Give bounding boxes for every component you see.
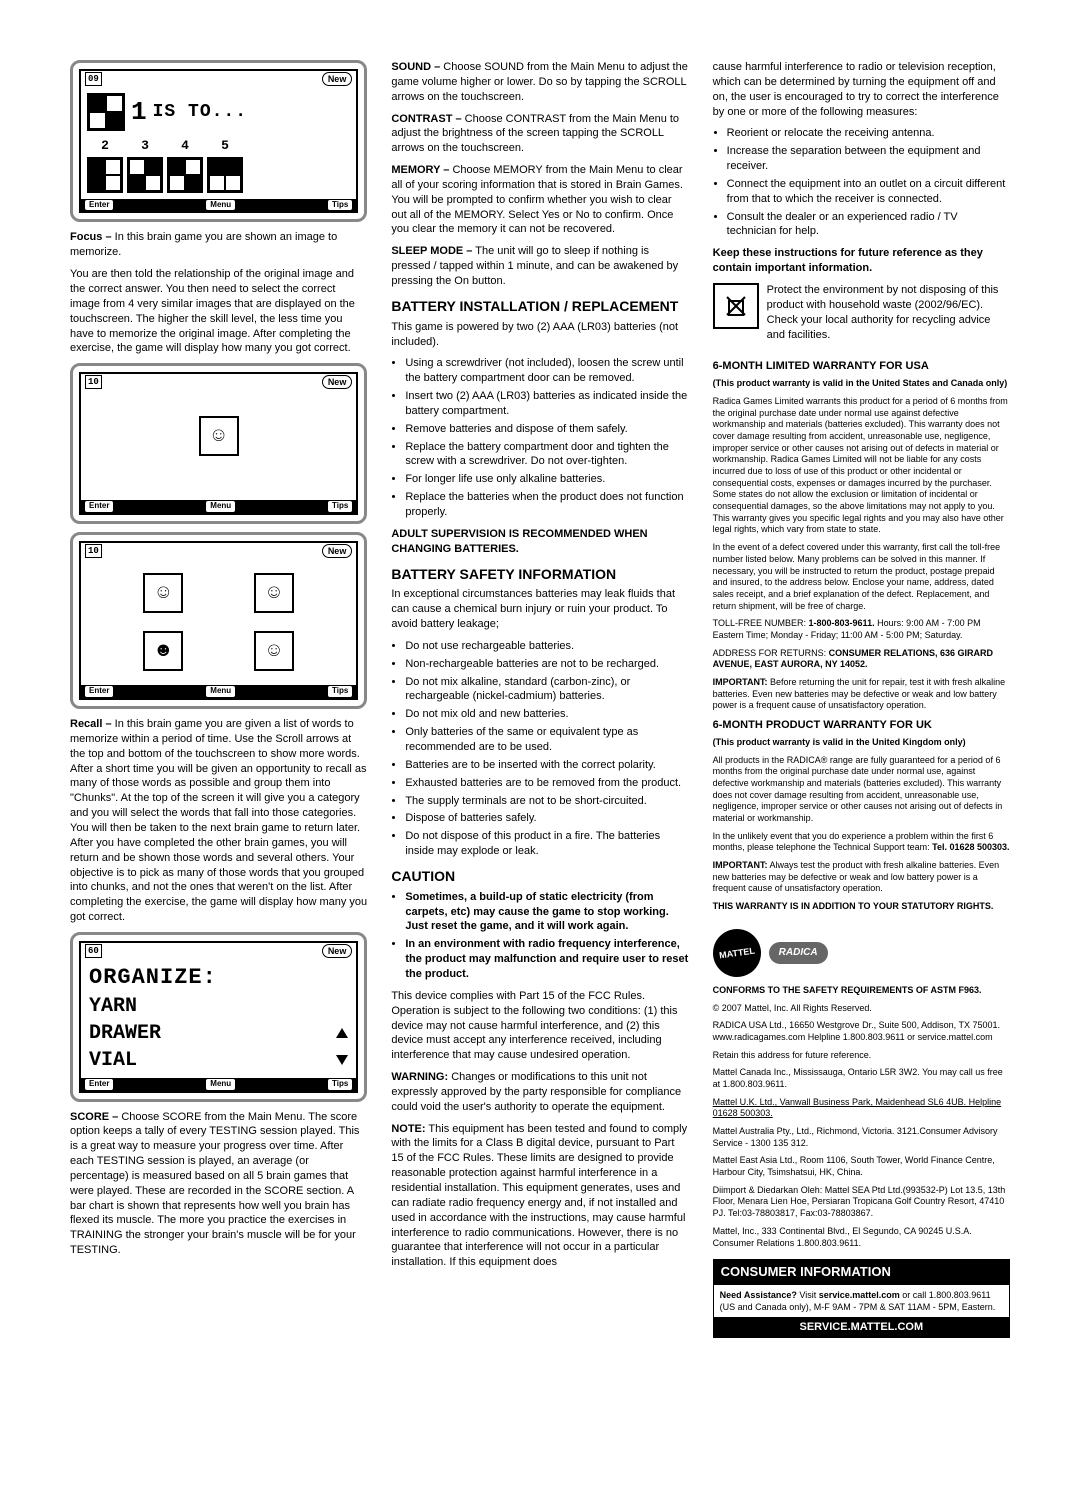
caution-list: Sometimes, a build-up of static electric… — [391, 890, 688, 982]
copyright: © 2007 Mattel, Inc. All Rights Reserved. — [713, 1003, 1010, 1015]
recycle-text: Protect the environment by not disposing… — [767, 283, 1010, 342]
organize-title: ORGANIZE: — [89, 963, 348, 993]
fcc-warning: WARNING: Changes or modifications to thi… — [391, 1070, 688, 1115]
focus-menu: Menu — [206, 200, 235, 211]
score-desc: SCORE – Choose SCORE from the Main Menu.… — [70, 1110, 367, 1258]
screen-organize: 60 New ORGANIZE: YARN DRAWER VIAL Enter … — [70, 932, 367, 1102]
focus-big-text: IS TO... — [153, 100, 247, 124]
fcc-note: NOTE: This equipment has been tested and… — [391, 1122, 688, 1270]
page-columns: 09 New 1 IS TO... 2 3 4 5 — [70, 60, 1010, 1338]
radica-logo-icon: RADICA — [769, 942, 828, 964]
addr4: Mattel Australia Pty., Ltd., Richmond, V… — [713, 1126, 1010, 1149]
warranty-important: IMPORTANT: Before returning the unit for… — [713, 677, 1010, 712]
screen-focus: 09 New 1 IS TO... 2 3 4 5 — [70, 60, 367, 222]
memory-p: MEMORY – Choose MEMORY from the Main Men… — [391, 163, 688, 237]
face-icon: ☺ — [199, 416, 239, 456]
triangle-up-icon — [336, 1028, 348, 1038]
column-1: 09 New 1 IS TO... 2 3 4 5 — [70, 60, 367, 1338]
face-icon: ☺ — [254, 573, 294, 613]
addr5: Mattel East Asia Ltd., Room 1106, South … — [713, 1155, 1010, 1178]
face-icon: ☺ — [254, 631, 294, 671]
consumer-url: SERVICE.MATTEL.COM — [713, 1317, 1010, 1338]
keep-instructions: Keep these instructions for future refer… — [713, 246, 1010, 276]
col3-cont-list: Reorient or relocate the receiving anten… — [713, 126, 1010, 239]
triangle-down-icon — [336, 1055, 348, 1065]
screen-recall-2: 10 New ☺ ☺ ☻ ☺ Enter Menu Tips — [70, 532, 367, 709]
fcc-p1: This device complies with Part 15 of the… — [391, 989, 688, 1063]
consumer-info-box: CONSUMER INFORMATION Need Assistance? Vi… — [713, 1259, 1010, 1338]
adult-supervision: ADULT SUPERVISION IS RECOMMENDED WHEN CH… — [391, 527, 688, 557]
battery-install-list: Using a screwdriver (not included), loos… — [391, 356, 688, 519]
addr6: Diimport & Diedarkan Oleh: Mattel SEA Pt… — [713, 1185, 1010, 1220]
retain: Retain this address for future reference… — [713, 1050, 1010, 1062]
addr1: RADICA USA Ltd., 16650 Westgrove Dr., Su… — [713, 1020, 1010, 1043]
contrast-p: CONTRAST – Choose CONTRAST from the Main… — [391, 112, 688, 157]
warranty-uk-heading: 6-Month Product Warranty For UK — [713, 718, 1010, 733]
warranty-uk-p1: All products in the RADICA® range are fu… — [713, 755, 1010, 825]
recycle-icon — [713, 283, 759, 329]
recycle-row: Protect the environment by not disposing… — [713, 283, 1010, 349]
column-2: SOUND – Choose SOUND from the Main Menu … — [391, 60, 688, 1338]
battery-safety-heading: Battery Safety Information — [391, 565, 688, 584]
warranty-usa-heading: 6-Month Limited Warranty For USA — [713, 359, 1010, 374]
battery-install-intro: This game is powered by two (2) AAA (LR0… — [391, 320, 688, 350]
warranty-usa-p2: In the event of a defect covered under t… — [713, 542, 1010, 612]
caution-heading: Caution — [391, 867, 688, 886]
focus-main-tile — [87, 93, 125, 131]
sleep-p: SLEEP MODE – The unit will go to sleep i… — [391, 244, 688, 289]
battery-install-heading: Battery Installation / Replacement — [391, 297, 688, 316]
consumer-title: CONSUMER INFORMATION — [713, 1259, 1010, 1285]
mattel-logo-icon: MATTEL — [710, 926, 764, 980]
focus-desc-1: Focus – In this brain game you are shown… — [70, 230, 367, 260]
astm: CONFORMS TO THE SAFETY REQUIREMENTS OF A… — [713, 985, 1010, 997]
warranty-address: ADDRESS FOR RETURNS: CONSUMER RELATIONS,… — [713, 648, 1010, 671]
focus-desc-2: You are then told the relationship of th… — [70, 267, 367, 356]
focus-big-num: 1 — [131, 95, 147, 130]
recall-desc: Recall – In this brain game you are give… — [70, 717, 367, 925]
col3-cont: cause harmful interference to radio or t… — [713, 60, 1010, 119]
battery-safety-list: Do not use rechargeable batteries. Non-r… — [391, 639, 688, 859]
warranty-uk-p2: In the unlikely event that you do experi… — [713, 831, 1010, 854]
warranty-uk-sub: (This product warranty is valid in the U… — [713, 737, 1010, 749]
warranty-uk-stat: THIS WARRANTY IS IN ADDITION TO YOUR STA… — [713, 901, 1010, 913]
addr3: Mattel U.K. Ltd., Vanwall Business Park,… — [713, 1097, 1010, 1120]
addr2: Mattel Canada Inc., Mississauga, Ontario… — [713, 1067, 1010, 1090]
focus-tips: Tips — [328, 200, 352, 211]
sound-p: SOUND – Choose SOUND from the Main Menu … — [391, 60, 688, 105]
battery-safety-intro: In exceptional circumstances batteries m… — [391, 587, 688, 632]
focus-new: New — [322, 72, 353, 86]
warranty-uk-p3: IMPORTANT: Always test the product with … — [713, 860, 1010, 895]
warranty-usa-p1: Radica Games Limited warrants this produ… — [713, 396, 1010, 536]
addr7: Mattel, Inc., 333 Continental Blvd., El … — [713, 1226, 1010, 1249]
consumer-body: Need Assistance? Visit service.mattel.co… — [713, 1285, 1010, 1317]
face-icon: ☻ — [143, 631, 183, 671]
face-icon: ☺ — [143, 573, 183, 613]
warranty-tollfree: TOLL-FREE NUMBER: 1-800-803-9611. Hours:… — [713, 618, 1010, 641]
focus-score: 09 — [85, 72, 102, 86]
focus-enter: Enter — [85, 200, 113, 211]
logos: MATTEL RADICA — [713, 929, 1010, 977]
screen-recall-1: 10 New ☺ Enter Menu Tips — [70, 363, 367, 524]
warranty-usa-sub: (This product warranty is valid in the U… — [713, 378, 1010, 390]
column-3: cause harmful interference to radio or t… — [713, 60, 1010, 1338]
